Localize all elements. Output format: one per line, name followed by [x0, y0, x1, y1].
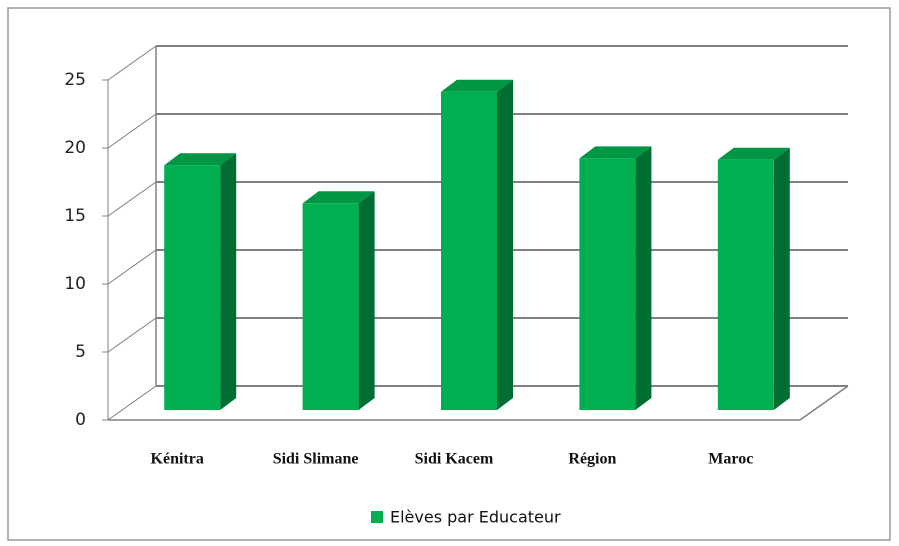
x-tick-label: Sidi Kacem: [415, 451, 494, 468]
legend-label: Elèves par Educateur: [390, 508, 561, 527]
bar-top: [579, 146, 652, 159]
bar-top: [164, 153, 237, 166]
y-tick-label: 25: [64, 70, 86, 90]
legend-swatch: [371, 511, 383, 523]
bar-side: [358, 191, 375, 410]
bar: [441, 91, 497, 410]
side-grid-line: [107, 113, 157, 149]
side-grid-line: [107, 45, 157, 81]
bar-top: [302, 191, 375, 204]
x-tick-label: Sidi Slimane: [273, 451, 359, 468]
bar-top: [717, 147, 790, 160]
bar: [717, 159, 774, 410]
x-tick-label: Maroc: [708, 451, 753, 468]
x-tick-label: Kénitra: [151, 451, 204, 468]
side-grid-line: [107, 249, 157, 285]
side-grid-line: [107, 317, 157, 353]
y-tick-label: 15: [64, 206, 86, 226]
bar-side: [635, 146, 652, 410]
bar-side: [497, 79, 513, 410]
bar-top: [441, 79, 513, 92]
bar: [302, 203, 359, 410]
side-grid-line: [107, 385, 157, 421]
side-grid-line: [107, 181, 157, 217]
x-tick-label: Région: [568, 451, 616, 468]
bar: [579, 158, 636, 410]
bar-side: [220, 153, 237, 410]
bar-side: [773, 147, 790, 410]
y-tick-label: 10: [64, 274, 86, 294]
y-tick-label: 5: [75, 342, 86, 362]
y-tick-label: 0: [75, 410, 86, 430]
bar: [164, 165, 221, 410]
floor-right: [799, 385, 849, 421]
y-tick-label: 20: [64, 138, 86, 158]
